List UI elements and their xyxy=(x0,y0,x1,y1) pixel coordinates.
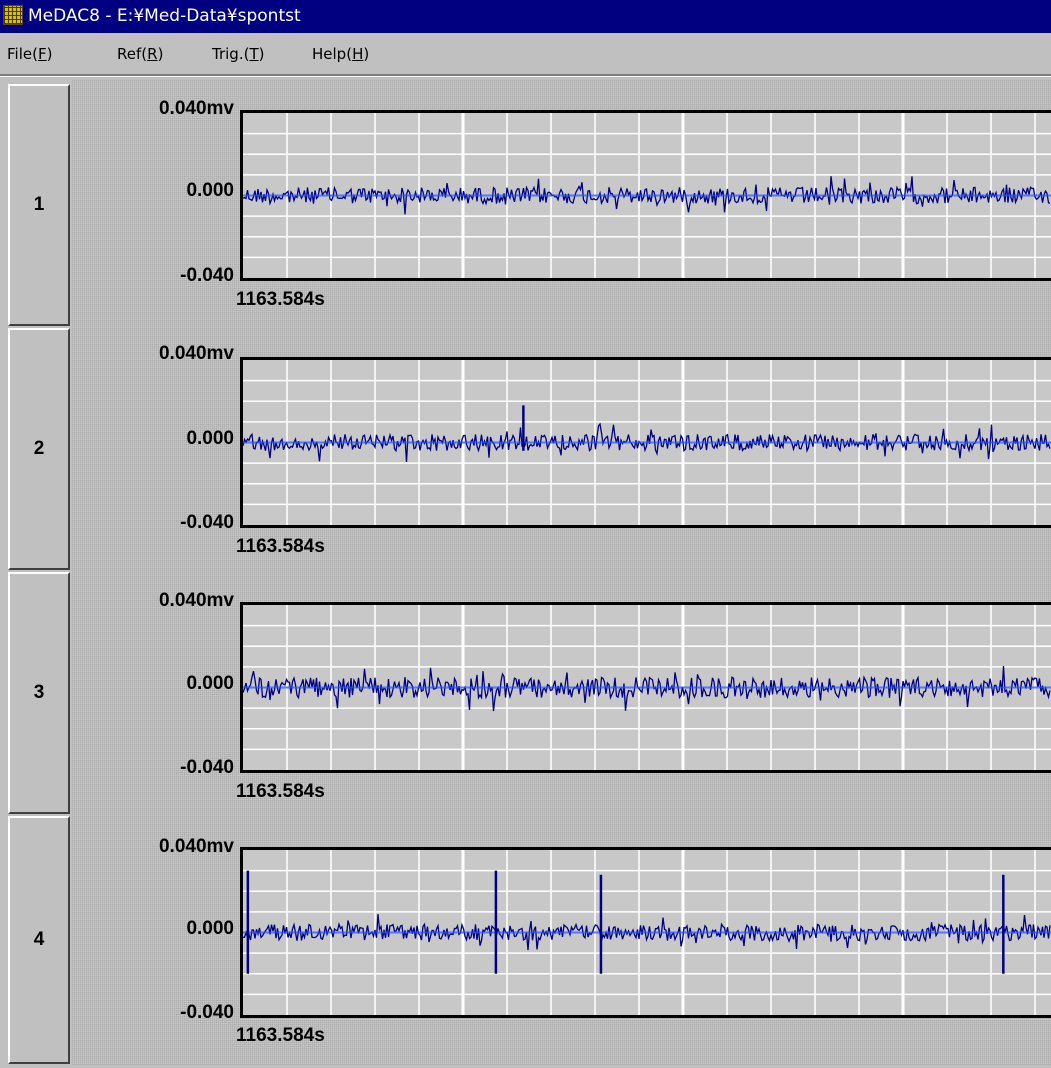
y-min-label: -0.040 xyxy=(180,757,234,778)
channel-number: 1 xyxy=(33,194,45,215)
signal-trace xyxy=(242,914,1051,951)
channel-1-button[interactable]: 1 xyxy=(8,84,70,326)
plot-frame xyxy=(240,357,1051,528)
y-zero-label: 0.000 xyxy=(186,180,234,201)
title-bar: MeDAC8 - E:¥Med-Data¥spontst xyxy=(0,0,1051,33)
menu-file[interactable]: File(F) xyxy=(7,45,53,63)
y-max-label: 0.040mv xyxy=(158,590,234,611)
y-min-label: -0.040 xyxy=(180,512,234,533)
y-max-label: 0.040mv xyxy=(158,343,234,364)
signal-trace xyxy=(242,176,1051,215)
time-label: 1163.584s xyxy=(236,289,325,310)
plot-frame xyxy=(240,847,1051,1018)
plot-frame xyxy=(240,602,1051,773)
plot-frame xyxy=(240,110,1051,281)
channel-1-plot[interactable] xyxy=(240,110,1051,281)
y-min-label: -0.040 xyxy=(180,265,234,286)
menu-bar: File(F) Ref(R) Trig.(T) Help(H) xyxy=(0,33,1051,75)
channel-2-plot[interactable] xyxy=(240,357,1051,528)
y-min-label: -0.040 xyxy=(180,1002,234,1023)
y-max-label: 0.040mv xyxy=(158,836,234,857)
channel-3-button[interactable]: 3 xyxy=(8,572,70,814)
channel-number: 3 xyxy=(33,682,45,703)
y-zero-label: 0.000 xyxy=(186,918,234,939)
time-label: 1163.584s xyxy=(236,781,325,802)
window-title: MeDAC8 - E:¥Med-Data¥spontst xyxy=(28,6,301,26)
time-label: 1163.584s xyxy=(236,536,325,557)
y-zero-label: 0.000 xyxy=(186,673,234,694)
menu-help[interactable]: Help(H) xyxy=(312,45,370,63)
channel-2-button[interactable]: 2 xyxy=(8,328,70,570)
menu-divider xyxy=(0,74,1051,77)
time-label: 1163.584s xyxy=(236,1025,325,1046)
channel-3-plot[interactable] xyxy=(240,602,1051,773)
channel-4-button[interactable]: 4 xyxy=(8,816,70,1064)
app-icon[interactable] xyxy=(3,5,23,25)
channel-number: 4 xyxy=(33,929,45,950)
y-zero-label: 0.000 xyxy=(186,428,234,449)
signal-trace xyxy=(242,422,1051,463)
channel-4-plot[interactable] xyxy=(240,847,1051,1018)
menu-ref[interactable]: Ref(R) xyxy=(117,45,164,63)
y-max-label: 0.040mv xyxy=(158,98,234,119)
menu-trig[interactable]: Trig.(T) xyxy=(212,45,265,63)
channel-number: 2 xyxy=(33,438,45,459)
